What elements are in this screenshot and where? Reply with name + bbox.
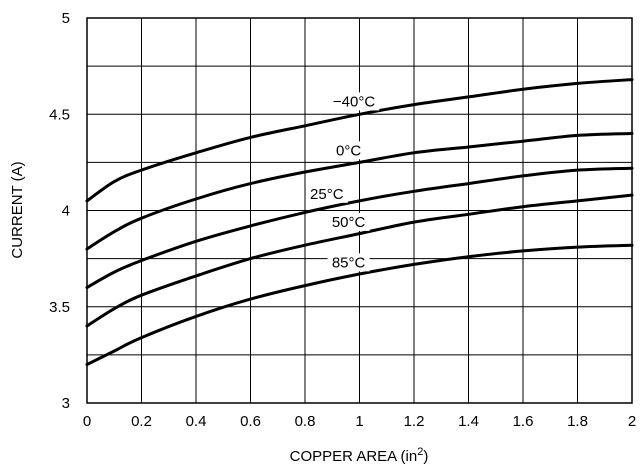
x-tick-label: 1.6 [513,413,534,430]
curve-label-85c: 85°C [332,254,366,271]
curve-label-bg [331,141,366,160]
x-tick-labels: 0 0.2 0.4 0.6 0.8 1 1.2 1.4 1.6 1.8 2 [83,413,636,430]
x-tick-label: 0.4 [186,413,207,430]
x-tick-label: 1.2 [404,413,425,430]
x-tick-label: 0.2 [131,413,152,430]
curve-label-bg [327,212,370,231]
x-axis-label: COPPER AREA (in2) [290,446,429,465]
curve-0c [85,132,634,251]
y-tick-label: 4 [62,203,70,220]
curve-label-minus-40c: −40°C [333,93,375,110]
curve-minus-40c [85,78,634,203]
x-tick-label: 1.8 [567,413,588,430]
x-tick-label: 2 [628,413,636,430]
curve-label-50c: 50°C [332,214,366,231]
curve-50c [85,193,634,328]
curve-label-0c: 0°C [336,142,361,159]
x-tick-label: 0.8 [295,413,316,430]
plot-border [86,17,633,404]
curve-25c [85,166,634,289]
x-tick-label: 0.6 [240,413,261,430]
curve-85c [85,243,634,366]
y-tick-label: 5 [62,10,70,27]
y-tick-labels: 3 3.5 4 4.5 5 [49,10,70,412]
x-tick-label: 1 [355,413,363,430]
plot-frame [86,17,633,404]
curve-label-25c: 25°C [310,186,344,203]
grid [86,17,633,404]
x-tick-label: 1.4 [458,413,479,430]
curve-label-bg [328,92,380,111]
curve-label-bg [305,184,348,203]
y-tick-label: 3.5 [49,299,70,316]
curve-labels: −40°C 0°C 25°C 50°C 85°C [305,92,380,272]
curves [85,78,634,366]
curve-label-bg [327,253,370,272]
y-axis-label: CURRENT (A) [9,161,26,258]
y-tick-label: 3 [62,395,70,412]
y-tick-label: 4.5 [49,106,70,123]
x-tick-label: 0 [83,413,91,430]
